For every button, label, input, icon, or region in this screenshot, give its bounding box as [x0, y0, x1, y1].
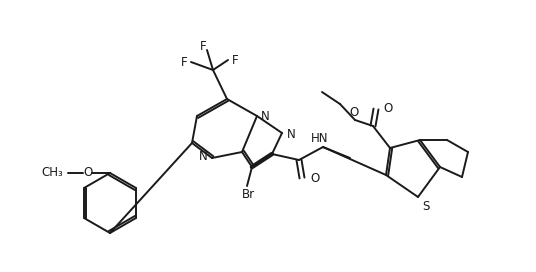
Text: Br: Br: [241, 188, 255, 202]
Text: F: F: [200, 39, 206, 52]
Text: S: S: [422, 199, 429, 212]
Text: O: O: [84, 166, 93, 180]
Text: CH₃: CH₃: [41, 166, 63, 180]
Text: HN: HN: [311, 131, 329, 144]
Text: O: O: [310, 172, 319, 186]
Text: N: N: [261, 110, 270, 123]
Text: N: N: [199, 150, 208, 163]
Text: O: O: [383, 101, 392, 115]
Text: F: F: [181, 57, 187, 70]
Text: O: O: [349, 106, 359, 119]
Text: F: F: [232, 54, 239, 67]
Text: N: N: [287, 128, 296, 141]
